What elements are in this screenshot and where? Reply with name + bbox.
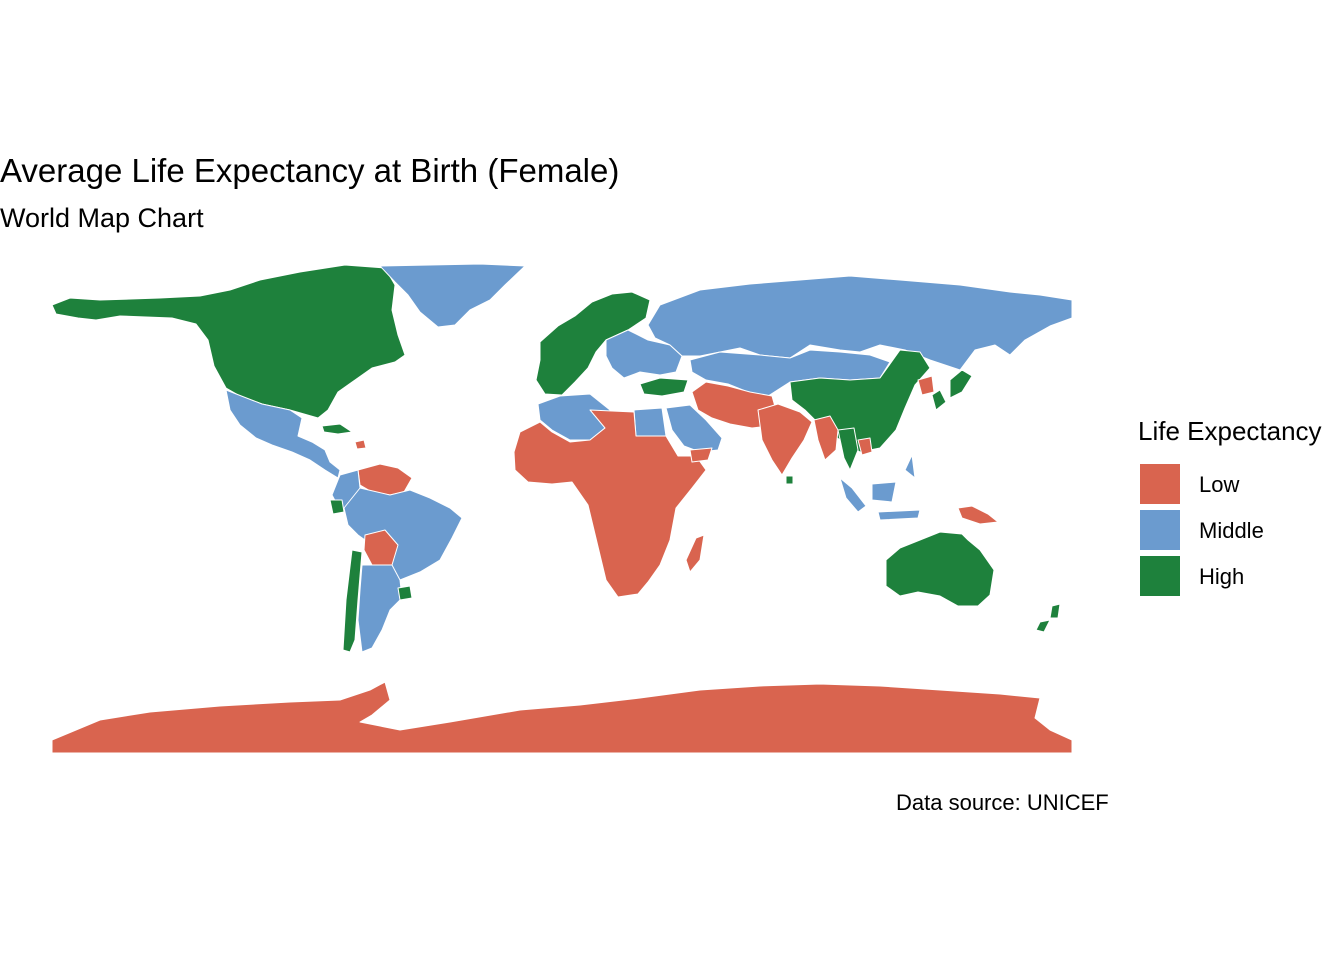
region-chile xyxy=(342,549,363,653)
region-eastern-europe xyxy=(605,329,683,379)
legend-swatch-low xyxy=(1140,464,1180,504)
region-madagascar xyxy=(685,534,705,573)
region-turkey xyxy=(639,377,689,397)
region-myanmar xyxy=(813,415,839,461)
region-argentina xyxy=(357,564,403,653)
region-antarctica xyxy=(51,681,1073,754)
chart-subtitle: World Map Chart xyxy=(0,203,204,233)
region-thailand xyxy=(837,427,859,471)
region-ecuador xyxy=(329,499,345,515)
region-greenland xyxy=(379,263,526,328)
region-japan-south-korea xyxy=(931,369,973,411)
region-sub-saharan-africa xyxy=(513,409,707,598)
region-north-america xyxy=(51,264,406,419)
region-cambodia xyxy=(857,437,873,456)
legend-label-high: High xyxy=(1199,564,1245,589)
chart-title: Average Life Expectancy at Birth (Female… xyxy=(0,152,620,189)
region-yemen xyxy=(689,447,713,463)
region-uruguay xyxy=(397,585,413,601)
region-sri-lanka xyxy=(785,475,794,485)
region-russia xyxy=(647,275,1073,371)
region-cuba xyxy=(321,423,353,435)
legend-label-low: Low xyxy=(1199,472,1240,497)
region-arabian-peninsula xyxy=(665,404,723,453)
legend-title: Life Expectancy xyxy=(1138,416,1322,446)
legend-swatch-middle xyxy=(1140,510,1180,550)
legend-swatch-high xyxy=(1140,556,1180,596)
legend-label-middle: Middle xyxy=(1199,518,1264,543)
region-haiti xyxy=(354,439,367,450)
region-north-korea xyxy=(917,375,935,396)
region-papua-new-guinea xyxy=(957,505,999,525)
region-southeast-asia xyxy=(839,454,921,521)
region-australia xyxy=(885,531,995,607)
region-india xyxy=(757,403,813,476)
region-mexico-central-america xyxy=(225,389,341,479)
data-source-caption: Data source: UNICEF xyxy=(896,790,1109,815)
region-new-zealand xyxy=(1035,603,1061,633)
